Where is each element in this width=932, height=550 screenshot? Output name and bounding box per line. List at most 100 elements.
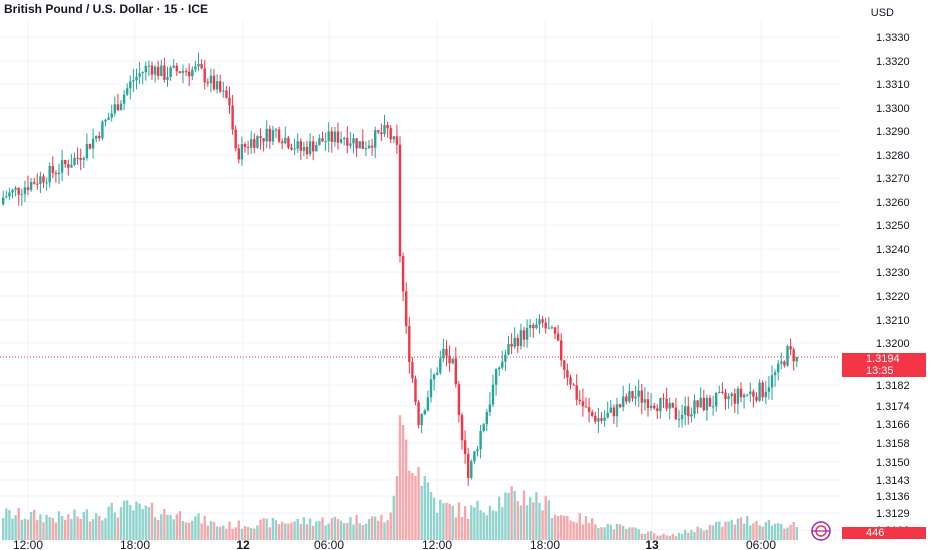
volume-bar xyxy=(367,518,371,540)
volume-bar xyxy=(231,528,234,540)
volume-bar xyxy=(277,524,281,540)
volume-bar xyxy=(628,527,631,540)
candle-body xyxy=(727,396,730,400)
candle-body xyxy=(730,393,733,397)
volume-bar xyxy=(57,511,61,540)
volume-bar xyxy=(702,530,705,540)
price-tick-label: 1.3320 xyxy=(876,56,910,68)
price-tick-label: 1.3200 xyxy=(876,338,910,350)
candle-body xyxy=(116,104,120,111)
candle-body xyxy=(330,131,333,142)
volume-bar xyxy=(715,521,718,540)
volume-bar xyxy=(516,501,519,540)
volume-bar xyxy=(677,532,681,540)
candle-body xyxy=(560,340,563,361)
volume-bar xyxy=(541,510,544,540)
candle-body xyxy=(618,404,622,408)
candle-body xyxy=(705,397,709,411)
candle-body xyxy=(522,330,526,340)
volume-bar xyxy=(600,527,603,540)
volume-bar xyxy=(690,530,693,540)
candle-body xyxy=(770,375,774,388)
candle-body xyxy=(451,358,454,364)
volume-bar xyxy=(746,516,749,540)
volume-bar xyxy=(684,529,687,540)
volume-bar xyxy=(188,522,191,540)
candle-body xyxy=(95,135,98,139)
candle-body xyxy=(755,396,758,401)
price-tick-label: 1.3174 xyxy=(876,401,910,413)
candle-body xyxy=(392,136,395,140)
volume-bar xyxy=(259,519,262,540)
candle-body xyxy=(352,138,355,144)
price-candles xyxy=(2,52,798,486)
candle-body xyxy=(45,182,48,184)
candle-body xyxy=(671,402,674,408)
volume-bar xyxy=(157,520,160,540)
volume-bar xyxy=(262,518,265,540)
candle-body xyxy=(538,319,541,325)
currency-label[interactable]: USD xyxy=(870,7,894,19)
volume-bar xyxy=(82,512,85,540)
volume-bar xyxy=(228,521,231,540)
candle-body xyxy=(674,407,678,419)
candle-body xyxy=(262,138,265,142)
volume-bar xyxy=(473,507,476,540)
volume-bar xyxy=(181,521,185,540)
volume-bar xyxy=(383,522,386,540)
candle-body xyxy=(126,88,129,95)
replay-icon[interactable] xyxy=(811,521,831,541)
volume-bar xyxy=(699,528,702,540)
candle-body xyxy=(386,124,389,129)
price-tick-label: 1.3290 xyxy=(876,126,910,138)
time-tick-label: 12 xyxy=(236,538,250,550)
candle-body xyxy=(98,135,101,139)
candle-body xyxy=(150,65,154,75)
candle-body xyxy=(429,379,433,398)
volume-bar xyxy=(349,517,352,540)
candle-body xyxy=(578,399,581,402)
time-axis[interactable]: 12:00 18:00 12 06:00 12:00 18:00 13 06:00 xyxy=(13,538,776,550)
candle-body xyxy=(603,417,606,421)
candle-body xyxy=(662,398,665,400)
volume-bar xyxy=(457,502,461,540)
candle-body xyxy=(175,65,178,72)
volume-bar xyxy=(324,525,327,540)
volume-bar xyxy=(544,495,547,540)
volume-bar xyxy=(36,519,39,540)
candle-body xyxy=(253,139,256,148)
volume-bar xyxy=(467,518,470,540)
volume-bar xyxy=(200,523,203,540)
volume-bar xyxy=(783,528,786,540)
volume-bar xyxy=(336,519,340,540)
price-axis[interactable]: 1.3330 1.3320 1.3310 1.3300 1.3290 1.3280 1.32… xyxy=(876,32,910,537)
candle-body xyxy=(389,128,392,140)
candle-body xyxy=(541,319,544,323)
volume-bar xyxy=(498,496,501,540)
volume-bar xyxy=(587,522,591,540)
volume-bar xyxy=(209,520,213,540)
candle-body xyxy=(777,363,780,373)
volume-bar xyxy=(662,533,665,540)
volume-bar xyxy=(426,482,430,540)
candle-body xyxy=(773,372,777,376)
candle-body xyxy=(215,81,219,90)
volume-bar xyxy=(405,439,408,540)
candle-body xyxy=(144,65,147,73)
candle-body xyxy=(786,346,789,366)
candle-body xyxy=(677,418,681,420)
volume-bar xyxy=(572,521,575,540)
candle-body xyxy=(414,378,417,403)
symbol-title[interactable]: British Pound / U.S. Dollar · 15 · ICE xyxy=(4,2,209,16)
candle-body xyxy=(628,391,631,402)
candle-body xyxy=(312,141,315,152)
volume-bar xyxy=(618,524,622,540)
price-tick-label: 1.3182 xyxy=(876,380,910,392)
candle-body xyxy=(259,136,262,139)
candle-body xyxy=(411,362,414,379)
volume-bar xyxy=(491,510,495,540)
volume-bar xyxy=(284,523,287,540)
candle-body xyxy=(281,141,284,144)
candle-body xyxy=(20,193,23,195)
